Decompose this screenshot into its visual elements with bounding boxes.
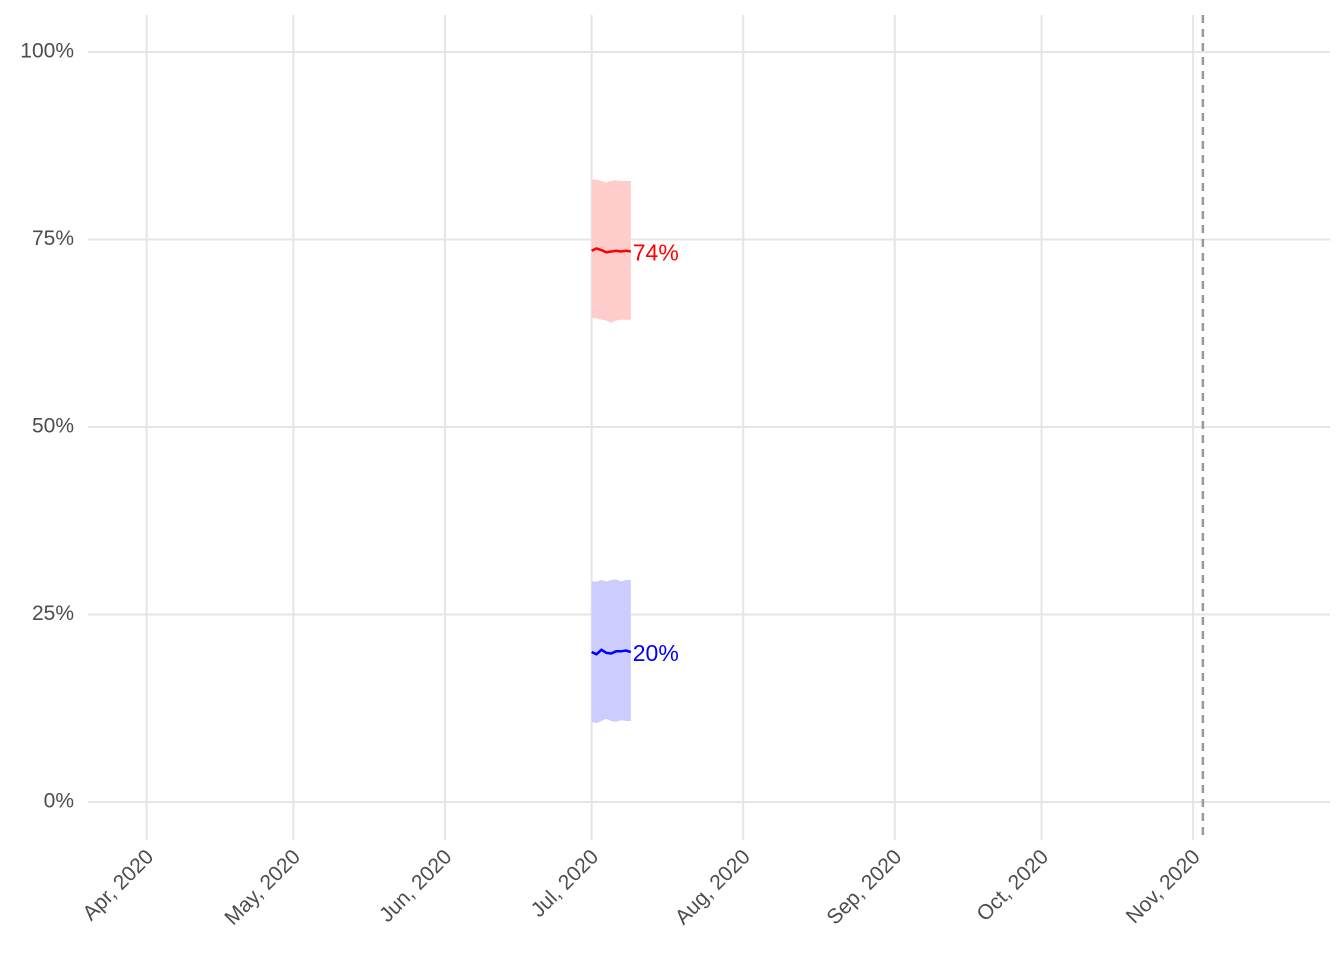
series-line-1 [591, 648, 632, 656]
x-tick-label: Aug, 2020 [671, 845, 755, 929]
end-labels: 74% 20% [633, 240, 679, 667]
x-tick-label: Jun, 2020 [375, 845, 456, 926]
series-lines [591, 247, 632, 656]
end-label-1: 20% [633, 640, 679, 666]
x-axis-ticks: Apr, 2020 May, 2020 Jun, 2020 Jul, 2020 Aug,… [78, 845, 1204, 929]
x-tick-label: Nov, 2020 [1122, 845, 1205, 928]
y-tick-label: 25% [32, 602, 74, 625]
y-tick-label: 50% [32, 415, 74, 438]
series-line-0 [591, 247, 631, 254]
y-tick-label: 0% [44, 790, 74, 813]
end-label-0: 74% [633, 240, 679, 266]
x-tick-label: Apr, 2020 [78, 845, 158, 925]
x-tick-label: Oct, 2020 [972, 845, 1053, 926]
x-tick-label: Jul, 2020 [527, 845, 604, 922]
y-tick-label: 75% [32, 227, 74, 250]
y-axis-ticks: 0% 25% 50% 75% 100% [20, 40, 74, 813]
y-tick-label: 100% [20, 40, 74, 63]
confidence-bands [591, 179, 631, 724]
x-tick-label: Sep, 2020 [822, 845, 906, 929]
grid [88, 15, 1330, 840]
confidence-band-1 [591, 579, 631, 724]
x-tick-label: May, 2020 [220, 845, 304, 929]
